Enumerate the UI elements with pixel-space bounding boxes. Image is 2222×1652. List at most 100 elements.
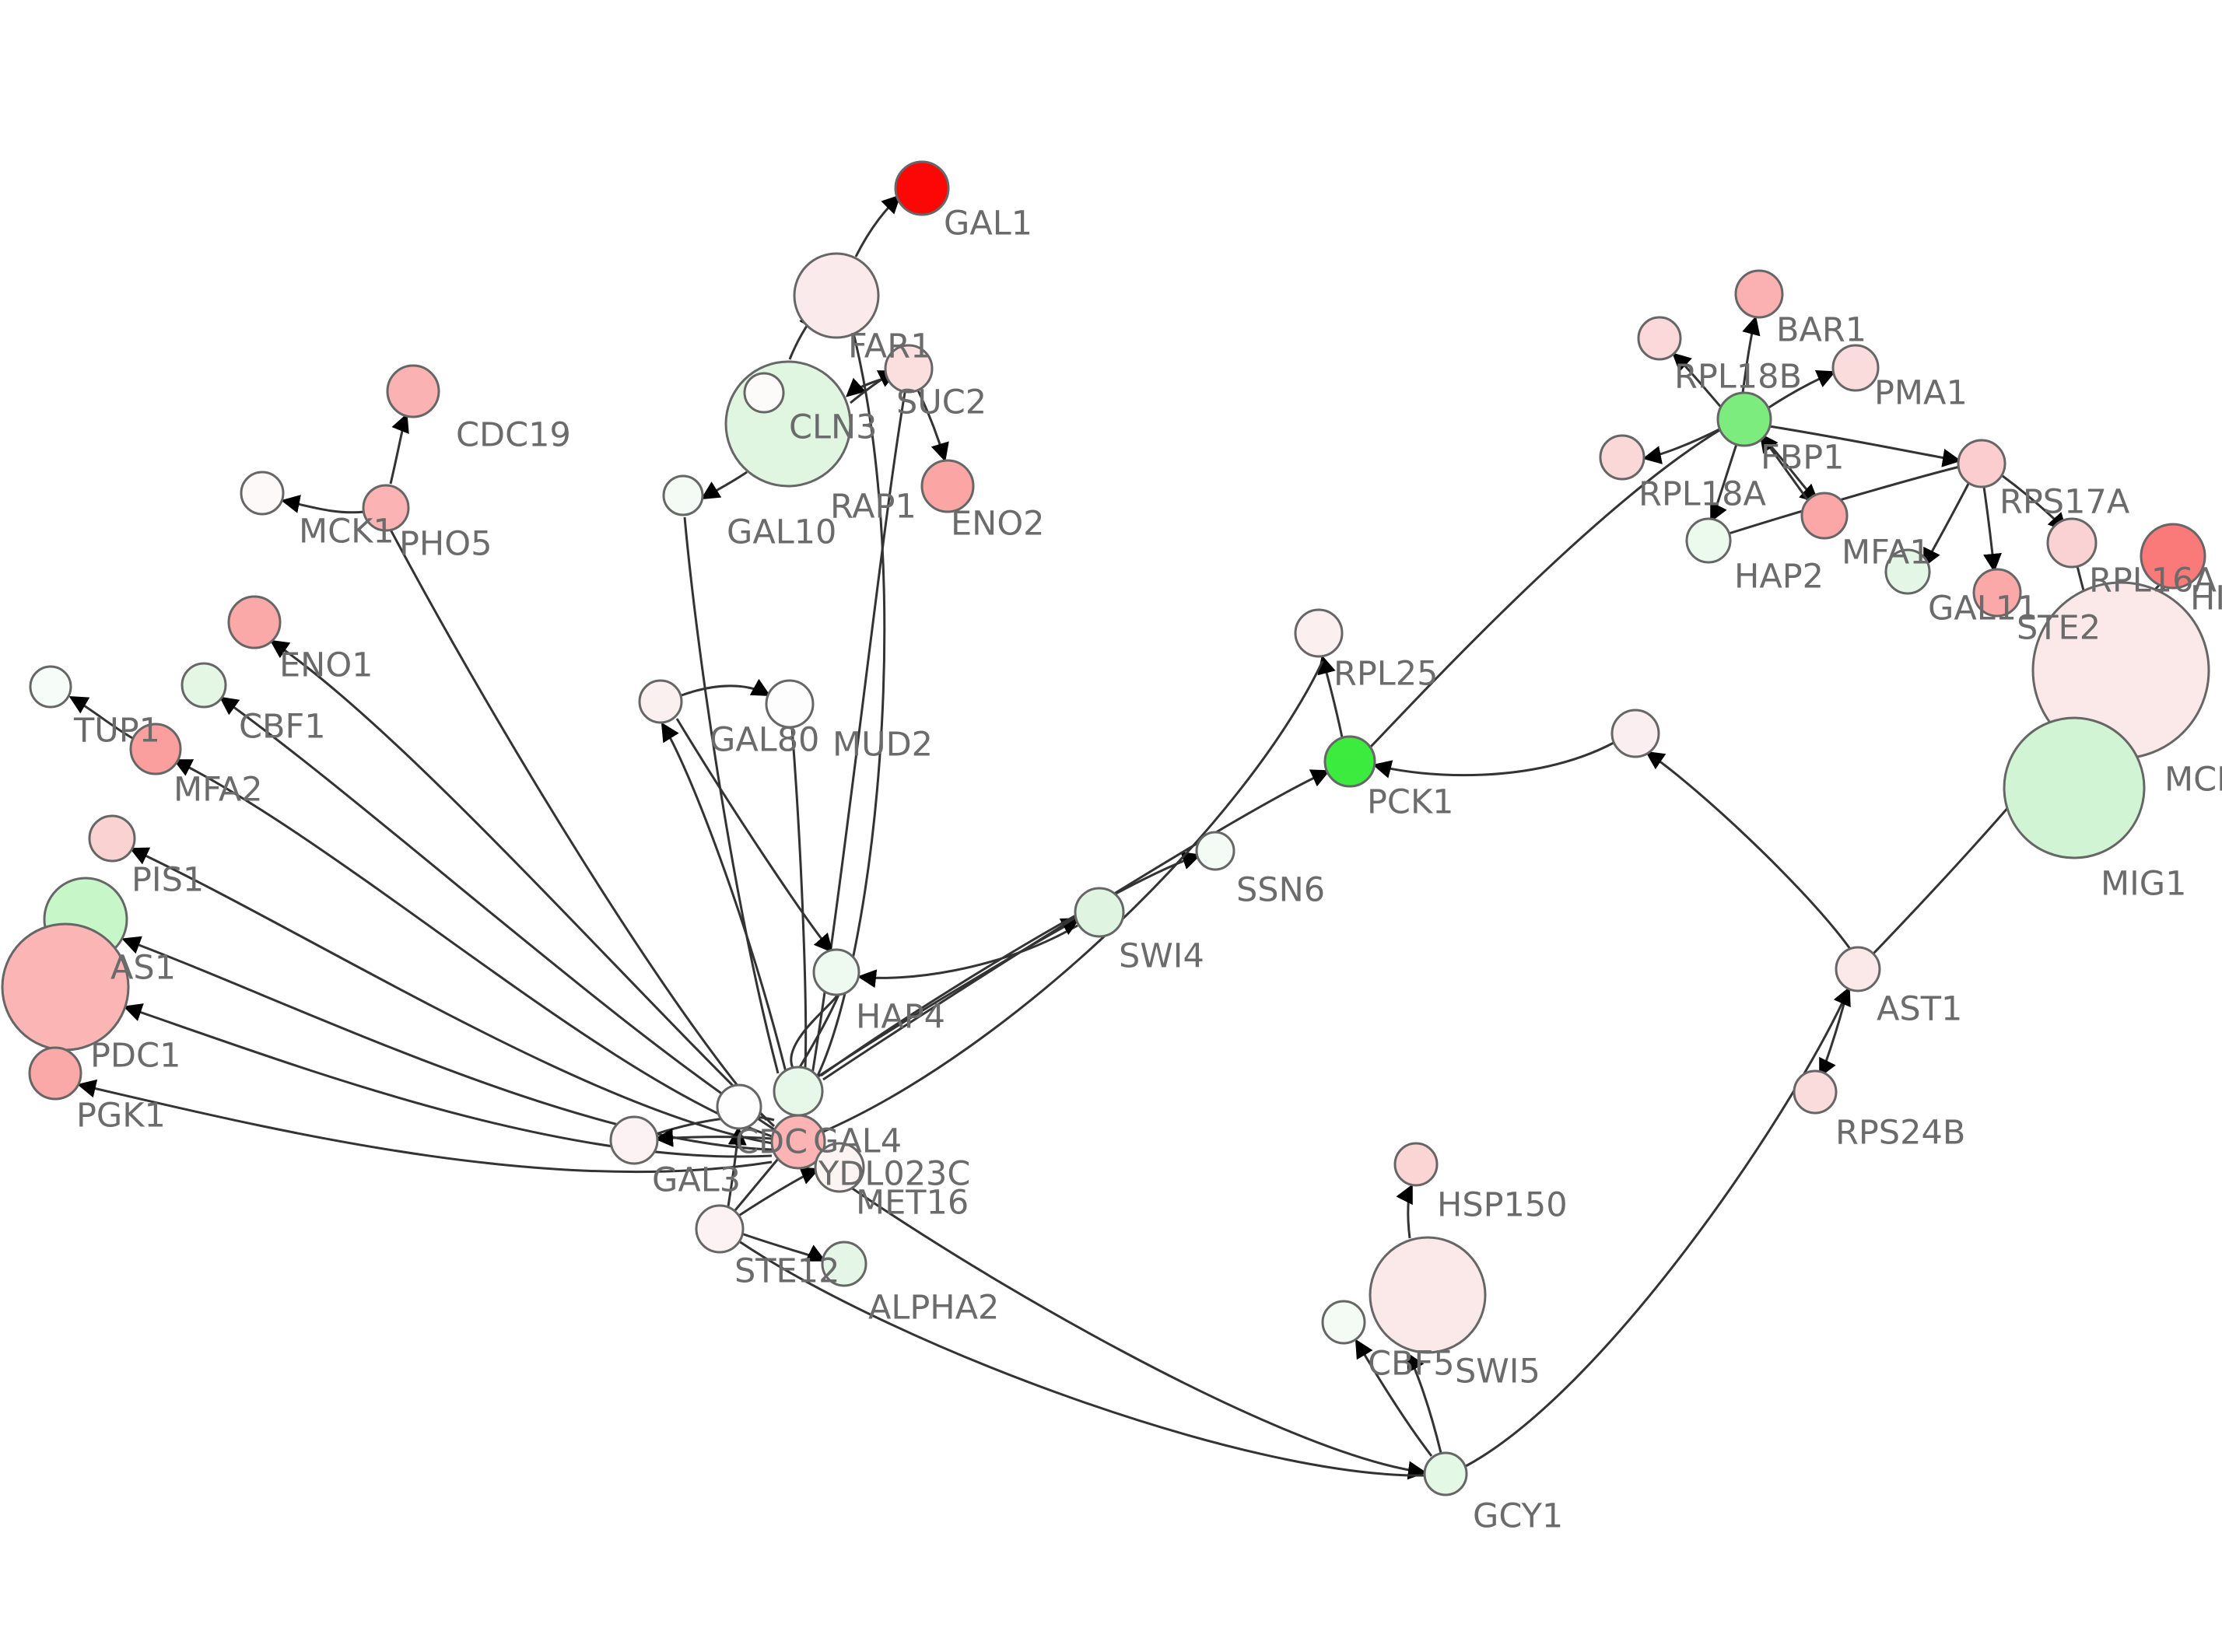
node-label-pho5: PHO5	[399, 525, 492, 564]
edge-GAL4-to-PIS1	[129, 847, 773, 1145]
edge-layer	[68, 194, 2169, 1480]
edge-SWI4-to-HAP4	[857, 924, 1078, 989]
node-cbf5[interactable]	[1321, 1300, 1366, 1345]
edge-GAL4-to-AS1	[121, 936, 773, 1151]
node-label-gal11: GAL11	[1928, 590, 2038, 628]
node-rps24b[interactable]	[1793, 1069, 1838, 1115]
node-fbp1[interactable]	[1716, 391, 1772, 447]
node-label-swi5: SWI5	[1455, 1353, 1540, 1391]
node-cdc_node[interactable]	[716, 1083, 762, 1130]
node-label-mfa1: MFA1	[1842, 534, 1931, 572]
node-rpl18a[interactable]	[1599, 434, 1645, 481]
node-ste2[interactable]	[1972, 568, 2022, 618]
node-label-ssn6: SSN6	[1236, 871, 1325, 910]
edge-GAL80-to-MUD2	[681, 678, 771, 697]
edge-GCY1-to-CBF5	[1355, 1339, 1433, 1457]
node-gal1[interactable]	[894, 160, 950, 216]
node-label-pgk1: PGK1	[76, 1097, 166, 1136]
node-his4[interactable]	[2140, 523, 2206, 590]
node-label-eno1: ENO1	[279, 646, 373, 685]
edge-FAR1-to-GAL1	[854, 194, 901, 257]
node-rpl18b[interactable]	[1637, 316, 1682, 361]
node-hsp150[interactable]	[1393, 1142, 1439, 1187]
node-gal4_up[interactable]	[773, 1066, 824, 1117]
node-label-far1: FAR1	[848, 327, 931, 366]
node-mfa1[interactable]	[1800, 492, 1849, 540]
node-gcy1[interactable]	[1423, 1451, 1468, 1496]
node-pho5[interactable]	[362, 484, 410, 532]
node-rpl16a[interactable]	[2046, 517, 2098, 569]
node-pdc1[interactable]	[1, 922, 130, 1052]
node-gal3[interactable]	[609, 1115, 659, 1165]
node-far1[interactable]	[793, 252, 880, 339]
node-label-suc2: SUC2	[896, 383, 987, 422]
node-gal10[interactable]	[662, 474, 704, 516]
node-gal80[interactable]	[638, 679, 683, 724]
edge-SUC2-to-ENO2	[916, 390, 949, 462]
node-label-rpl18a: RPL18A	[1638, 475, 1766, 514]
node-pma1[interactable]	[1831, 344, 1880, 392]
node-alpha2[interactable]	[821, 1241, 867, 1287]
node-label-pck1: PCK1	[1367, 783, 1454, 822]
node-label-mud2: MUD2	[832, 726, 933, 765]
node-met16_node[interactable]	[814, 1142, 865, 1193]
edge-GAL4-to-SUC2_RAP	[804, 392, 906, 1117]
node-layer	[1, 160, 2210, 1496]
node-gal11[interactable]	[1884, 548, 1931, 595]
node-hap4[interactable]	[812, 948, 860, 996]
edge-STE12-to-MET16_NODE	[737, 1167, 820, 1218]
node-hap2[interactable]	[1685, 517, 1732, 564]
edge-GAL4_UP-to-GAL10	[683, 516, 780, 1074]
node-swi5[interactable]	[1369, 1236, 1487, 1354]
node-label-alpha2: ALPHA2	[868, 1289, 999, 1328]
node-eno1[interactable]	[227, 595, 282, 649]
node-bar1[interactable]	[1734, 269, 1784, 319]
node-cdc19[interactable]	[386, 364, 440, 418]
node-label-mcm1: MCM1	[2164, 761, 2222, 800]
node-mck1[interactable]	[240, 471, 285, 516]
node-label-gal80: GAL80	[710, 721, 819, 760]
node-tup1[interactable]	[29, 665, 72, 709]
edge-RPL25_MID-to-PCK1	[1372, 741, 1614, 779]
edge-GCY1-to-SWI5	[1407, 1352, 1442, 1454]
node-ssn6[interactable]	[1195, 831, 1235, 871]
node-ast1[interactable]	[1835, 946, 1881, 992]
node-mud2[interactable]	[765, 679, 815, 729]
node-label-gal3: GAL3	[652, 1161, 741, 1200]
node-label-rpl25: RPL25	[1334, 655, 1438, 694]
node-label-eno2: ENO2	[951, 505, 1045, 544]
edge-MUD2-to-GAL4_UP	[790, 727, 808, 1068]
edge-RPS17A-to-GAL11	[1923, 483, 1970, 568]
edge-GAL4-to-PGK1	[77, 1079, 773, 1174]
node-label-gal10: GAL10	[727, 513, 836, 552]
node-rpl25[interactable]	[1294, 608, 1344, 658]
node-ste12[interactable]	[695, 1204, 745, 1254]
edge-STE12-to-GCY1_L2	[738, 1240, 1425, 1477]
node-label-hap4: HAP4	[856, 998, 945, 1037]
node-label-ste12: STE12	[734, 1252, 839, 1291]
node-mig1[interactable]	[2003, 716, 2146, 859]
node-label-mck1: MCK1	[299, 513, 394, 551]
edge-GAL4_UP-to-SSN6	[820, 851, 1201, 1077]
edge-GAL4-to-PDC1	[123, 1003, 773, 1158]
node-cln3_inner[interactable]	[743, 372, 785, 414]
node-cbf1[interactable]	[180, 662, 227, 709]
node-eno2[interactable]	[920, 459, 975, 513]
node-label-bar1: BAR1	[1776, 311, 1866, 350]
node-rpl25_mid[interactable]	[1610, 709, 1660, 758]
edge-CLN3-to-GAL10	[700, 471, 748, 500]
node-swi4[interactable]	[1074, 887, 1125, 938]
node-mfa2[interactable]	[129, 723, 182, 775]
edge-FBP1-to-HAP2	[1710, 443, 1738, 523]
edge-GAL4-to-GAL3	[654, 1128, 773, 1147]
node-pck1[interactable]	[1323, 735, 1376, 788]
node-rps17a[interactable]	[1957, 439, 2006, 488]
node-label-rpl16a: RPL16A	[2089, 562, 2217, 600]
node-pgk1[interactable]	[28, 1046, 82, 1101]
node-pis1[interactable]	[88, 814, 136, 863]
edge-AST1-to-RPL25_MID	[1645, 751, 1852, 950]
node-suc2[interactable]	[884, 344, 934, 394]
